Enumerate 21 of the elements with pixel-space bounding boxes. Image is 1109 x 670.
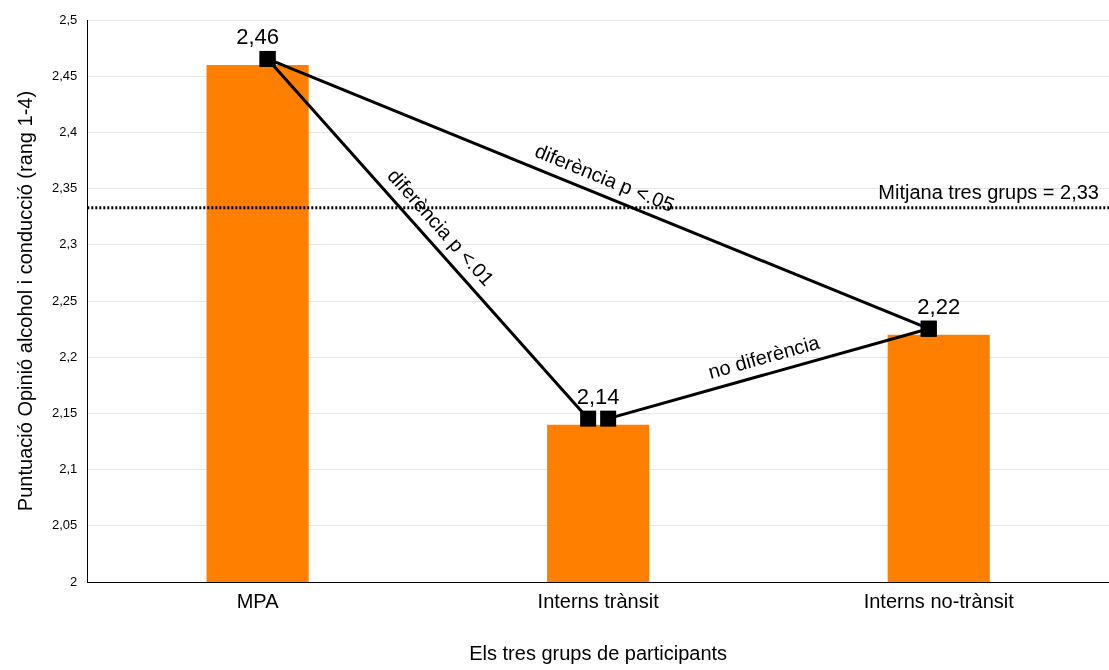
x-axis-title: Els tres grups de participants: [469, 641, 728, 664]
y-tick-label: 2,25: [51, 292, 78, 308]
y-tick-label: 2,1: [59, 461, 78, 477]
y-tick-label: 2,2: [59, 348, 78, 364]
data-label: 2,46: [236, 24, 279, 50]
y-axis-title: Puntuació Opinió alcohol i conducció (rang 1-4): [13, 90, 36, 512]
annotation: no diferència: [705, 330, 823, 383]
y-tick-label: 2,4: [59, 123, 78, 139]
x-tick-label: MPA: [236, 589, 280, 612]
y-tick-label: 2,45: [51, 67, 78, 83]
y-tick-label: 2,35: [51, 180, 78, 196]
data-label: 2,22: [917, 293, 961, 319]
data-label: 2,14: [576, 383, 620, 409]
y-tick-label: 2,3: [59, 236, 78, 252]
y-tick-label: 2: [70, 573, 78, 589]
x-tick-label: Interns no-trànsit: [863, 589, 1015, 612]
ref-line-label: Mitjana tres grups = 2,33: [878, 181, 1099, 204]
y-tick-label: 2,5: [59, 11, 78, 27]
x-tick-label: Interns trànsit: [537, 589, 660, 612]
y-tick-label: 2,05: [51, 517, 78, 533]
y-tick-label: 2,15: [51, 404, 78, 420]
